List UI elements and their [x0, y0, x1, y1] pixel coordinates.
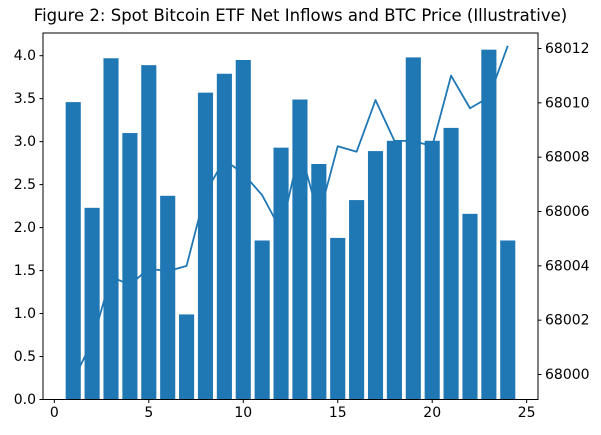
left-y-tick-label: 4.0	[14, 48, 36, 64]
etf-inflow-bar	[160, 195, 176, 400]
etf-inflow-bar	[84, 207, 100, 400]
x-tick-label: 15	[329, 405, 347, 421]
right-y-tick-label: 68002	[545, 313, 590, 329]
etf-inflow-bar	[273, 147, 289, 400]
left-y-tick-label: 2.5	[14, 177, 36, 193]
left-y-tick-label: 2.0	[14, 220, 36, 236]
left-y-tick-label: 0.5	[14, 349, 36, 365]
right-y-tick-label: 68006	[545, 204, 590, 220]
left-y-tick-label: 1.5	[14, 263, 36, 279]
etf-inflow-bar	[424, 140, 440, 400]
etf-inflow-bar	[367, 151, 384, 400]
btc-price-line-group	[72, 45, 509, 381]
x-tick-label: 20	[423, 405, 441, 421]
etf-inflow-bar	[443, 127, 459, 400]
left-y-tick-label: 3.5	[14, 91, 36, 107]
etf-inflow-bar	[386, 140, 402, 400]
etf-inflow-bar	[462, 213, 478, 400]
chart-title: Figure 2: Spot Bitcoin ETF Net Inflows a…	[34, 6, 567, 25]
left-y-tick-label: 1.0	[14, 306, 36, 322]
etf-inflow-bar	[405, 57, 421, 400]
x-tick-label: 10	[234, 405, 252, 421]
axes: 0 5 10 15 20 25 0.0 0.5 1.0 1.5 2.0 2.5 3.0 3.5 4.0 680…	[14, 32, 590, 421]
etf-inflow-bars	[65, 49, 516, 400]
etf-inflow-bar	[141, 65, 157, 400]
right-y-tick-label: 68008	[545, 150, 590, 166]
etf-inflow-bar	[311, 163, 327, 400]
etf-inflow-bar	[254, 240, 270, 400]
x-tick-label: 25	[518, 405, 536, 421]
etf-inflow-bar	[179, 314, 195, 400]
left-y-tick-label: 0.0	[14, 392, 36, 408]
etf-inflow-bar	[216, 73, 232, 400]
right-y-tick-label: 68000	[545, 367, 590, 383]
etf-inflow-bar	[330, 237, 346, 400]
etf-inflow-bar	[481, 49, 497, 400]
etf-inflow-bar	[65, 102, 81, 400]
etf-inflow-bar	[349, 200, 365, 400]
right-y-tick-label: 68004	[545, 258, 590, 274]
etf-inflow-bar	[197, 92, 214, 400]
right-y-tick-label: 68012	[545, 41, 590, 57]
etf-inflow-bar	[122, 133, 138, 400]
left-y-tick-label: 3.0	[14, 134, 36, 150]
x-tick-label: 5	[144, 405, 153, 421]
etf-inflow-bar	[103, 58, 119, 400]
right-y-tick-label: 68010	[545, 95, 590, 111]
plot-frame	[42, 32, 539, 400]
etf-inflow-bar	[235, 59, 251, 400]
btc-price-line	[72, 45, 509, 381]
x-tick-label: 0	[50, 405, 59, 421]
etf-inflow-bar	[292, 99, 308, 400]
etf-inflow-bar	[500, 240, 516, 400]
